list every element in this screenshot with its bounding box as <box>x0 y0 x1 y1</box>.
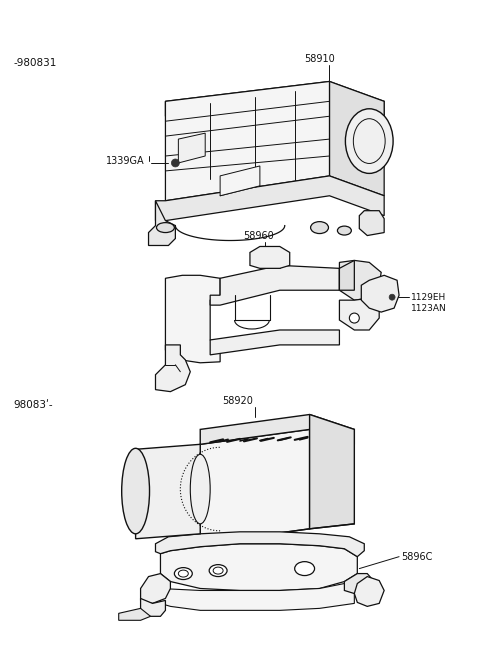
Polygon shape <box>339 260 354 290</box>
Text: 58910: 58910 <box>305 53 336 64</box>
Text: 58920: 58920 <box>222 396 253 405</box>
Polygon shape <box>119 608 151 620</box>
Text: 1339GA: 1339GA <box>106 156 144 166</box>
Polygon shape <box>156 345 190 392</box>
Polygon shape <box>136 444 200 539</box>
Ellipse shape <box>346 109 393 173</box>
Polygon shape <box>210 265 339 305</box>
Polygon shape <box>361 275 399 312</box>
Polygon shape <box>166 81 329 201</box>
Polygon shape <box>250 246 290 268</box>
Ellipse shape <box>209 564 227 577</box>
Polygon shape <box>344 574 374 595</box>
Polygon shape <box>360 211 384 236</box>
Polygon shape <box>141 574 170 603</box>
Circle shape <box>171 159 180 167</box>
Ellipse shape <box>156 223 174 233</box>
Ellipse shape <box>353 119 385 164</box>
Ellipse shape <box>174 568 192 579</box>
Polygon shape <box>166 81 384 116</box>
Polygon shape <box>160 583 354 610</box>
Text: 1129EH
1123AN: 1129EH 1123AN <box>411 293 447 313</box>
Polygon shape <box>339 260 381 300</box>
Polygon shape <box>210 330 339 355</box>
Polygon shape <box>200 430 310 544</box>
Polygon shape <box>148 201 175 246</box>
Polygon shape <box>220 166 260 196</box>
Polygon shape <box>156 532 364 556</box>
Polygon shape <box>156 176 384 221</box>
Text: 58960: 58960 <box>243 231 274 240</box>
Text: 98083ʹ-: 98083ʹ- <box>13 399 53 409</box>
Polygon shape <box>141 599 166 616</box>
Ellipse shape <box>179 570 188 577</box>
Ellipse shape <box>190 454 210 524</box>
Text: -980831: -980831 <box>13 58 57 68</box>
Polygon shape <box>339 298 379 330</box>
Text: 5896C: 5896C <box>401 552 432 562</box>
Ellipse shape <box>311 221 328 233</box>
Polygon shape <box>166 275 220 363</box>
Polygon shape <box>310 415 354 529</box>
Circle shape <box>349 313 360 323</box>
Ellipse shape <box>213 567 223 574</box>
Polygon shape <box>200 415 354 444</box>
Polygon shape <box>160 544 357 591</box>
Circle shape <box>389 294 395 300</box>
Ellipse shape <box>337 226 351 235</box>
Ellipse shape <box>295 562 314 576</box>
Polygon shape <box>329 81 384 196</box>
Ellipse shape <box>122 448 150 533</box>
Polygon shape <box>179 133 205 163</box>
Polygon shape <box>354 577 384 606</box>
